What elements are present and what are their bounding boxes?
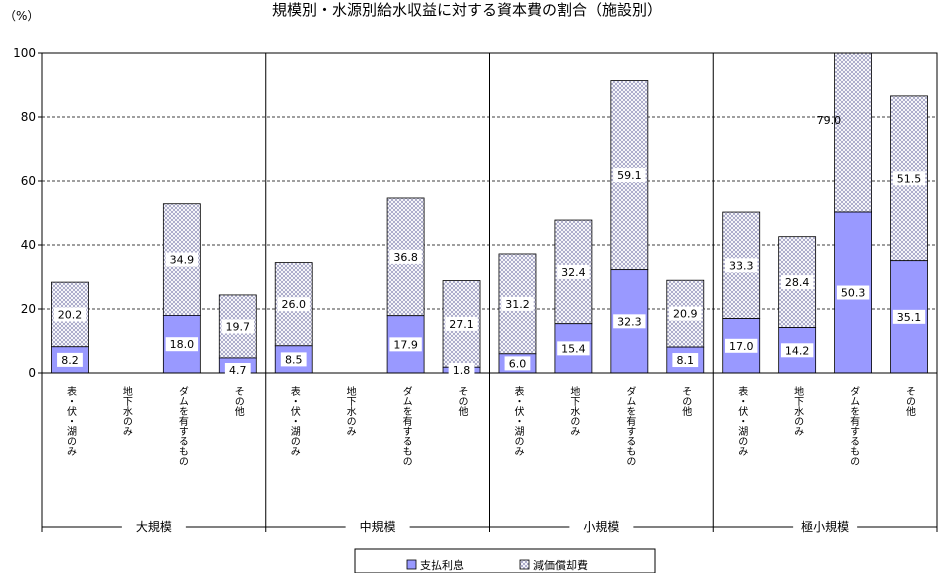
category-label: 表・伏・湖のみ: [288, 385, 300, 456]
data-label-interest-bg: [613, 314, 646, 329]
data-label-depreciation-bg: [892, 171, 926, 186]
data-label-interest-bg: [725, 338, 758, 353]
data-label-depreciation: 51.5: [897, 172, 922, 185]
data-label-depreciation: 59.1: [617, 169, 642, 182]
data-label-interest-bg: [224, 363, 251, 377]
data-label-depreciation-bg: [53, 307, 87, 322]
bar-depreciation: [834, 52, 872, 213]
data-label-depreciation-bg: [780, 275, 814, 290]
category-label: その他: [680, 386, 692, 417]
data-label-interest-bg: [504, 356, 531, 371]
category-label: ダムを有するもの: [400, 386, 412, 466]
data-label-interest-bg: [280, 352, 307, 367]
category-label: 表・伏・湖のみ: [512, 385, 524, 456]
data-label-depreciation: 27.1: [449, 318, 474, 331]
category-label: ダムを有するもの: [176, 386, 188, 466]
category-label: 地下水のみ: [792, 385, 804, 436]
category-label: その他: [232, 386, 244, 417]
labels: 表・伏・湖のみ 8.2 20.2 地下水のみ ダムを有するもの 18.0 34.9 その他 4.…: [53, 114, 926, 466]
data-label-interest: 4.7: [229, 364, 247, 377]
group-label: 小規模: [583, 519, 619, 534]
category-label: 地下水のみ: [568, 385, 580, 436]
category-label: 表・伏・湖のみ: [64, 385, 76, 456]
category-label: 地下水のみ: [344, 385, 356, 436]
y-tick-label: 60: [21, 174, 36, 188]
legend-swatch-depreciation: [519, 559, 530, 570]
data-label-interest-bg: [780, 343, 814, 358]
category-label: 地下水のみ: [120, 385, 132, 436]
y-tick-label: 40: [21, 238, 36, 252]
legend-box: [354, 548, 656, 573]
data-label-depreciation-bg: [277, 297, 310, 312]
data-label-depreciation: 31.2: [505, 298, 530, 311]
data-label-depreciation-bg: [669, 306, 702, 321]
data-label-interest-bg: [165, 337, 199, 352]
y-tick-label: 100: [13, 46, 36, 60]
data-label-depreciation-bg: [557, 264, 590, 279]
data-label-depreciation: 28.4: [785, 276, 810, 289]
data-label-interest: 1.8: [453, 364, 471, 377]
category-label: ダムを有するもの: [848, 386, 860, 466]
data-label-depreciation: 34.9: [170, 254, 195, 267]
legend-swatch-interest: [406, 559, 417, 570]
legend: 支払利息 減価償却費: [354, 548, 656, 573]
data-label-interest: 17.0: [729, 340, 754, 353]
group-label: 極小規模: [801, 519, 849, 534]
data-label-interest-bg: [57, 352, 83, 367]
data-label-interest: 8.1: [677, 354, 695, 367]
data-label-depreciation: 20.9: [673, 308, 698, 321]
data-label-depreciation: 20.2: [58, 308, 83, 321]
data-label-interest: 8.5: [285, 353, 303, 366]
data-label-interest: 35.1: [897, 311, 922, 324]
data-label-depreciation-bg: [501, 296, 534, 311]
data-label-interest: 15.4: [561, 342, 586, 355]
data-label-depreciation: 36.8: [393, 251, 418, 264]
data-label-interest: 8.2: [61, 354, 79, 367]
category-label: ダムを有するもの: [624, 386, 636, 466]
group-label: 中規模: [360, 519, 396, 534]
y-tick-label: 80: [21, 110, 36, 124]
data-label-interest-bg: [389, 337, 422, 352]
data-label-interest-bg: [892, 309, 926, 324]
category-label: その他: [904, 386, 916, 417]
y-tick-label: 20: [21, 302, 36, 316]
data-label-interest: 32.3: [617, 315, 642, 328]
data-label-interest: 18.0: [170, 338, 195, 351]
data-label-interest-bg: [672, 353, 699, 368]
group-label: 大規模: [136, 519, 172, 534]
category-label: 表・伏・湖のみ: [736, 385, 748, 456]
data-label-depreciation: 33.3: [729, 259, 754, 272]
data-label-depreciation-bg: [165, 252, 199, 267]
data-label-interest: 50.3: [841, 287, 866, 300]
axes: 0 20 40 60 80 100 大規模 中規模 小規模 極小規模: [13, 46, 938, 534]
data-label-depreciation-bg: [445, 316, 478, 331]
data-label-depreciation: 26.0: [281, 298, 306, 311]
data-label-interest-bg: [448, 363, 475, 377]
data-label-depreciation-bg: [221, 319, 254, 334]
data-label-interest-bg: [557, 341, 590, 356]
data-label-depreciation-bg: [725, 258, 758, 273]
data-label-depreciation-bg: [613, 168, 646, 183]
data-label-depreciation: 19.7: [226, 320, 251, 333]
data-label-depreciation: 32.4: [561, 266, 586, 279]
data-label-interest-bg: [836, 285, 870, 300]
y-tick-label: 0: [28, 366, 36, 380]
data-label-depreciation: 79.0: [817, 114, 842, 127]
data-label-depreciation-bg: [389, 249, 422, 264]
legend-label-interest: 支払利息: [420, 558, 464, 572]
data-label-interest: 14.2: [785, 344, 810, 357]
y-unit-label: （%）: [4, 9, 39, 23]
data-label-interest: 17.9: [393, 338, 418, 351]
category-label: その他: [456, 386, 468, 417]
data-label-interest: 6.0: [509, 357, 527, 370]
legend-label-depreciation: 減価償却費: [533, 558, 588, 572]
chart-title: 規模別・水源別給水収益に対する資本費の割合（施設別）: [272, 1, 662, 19]
